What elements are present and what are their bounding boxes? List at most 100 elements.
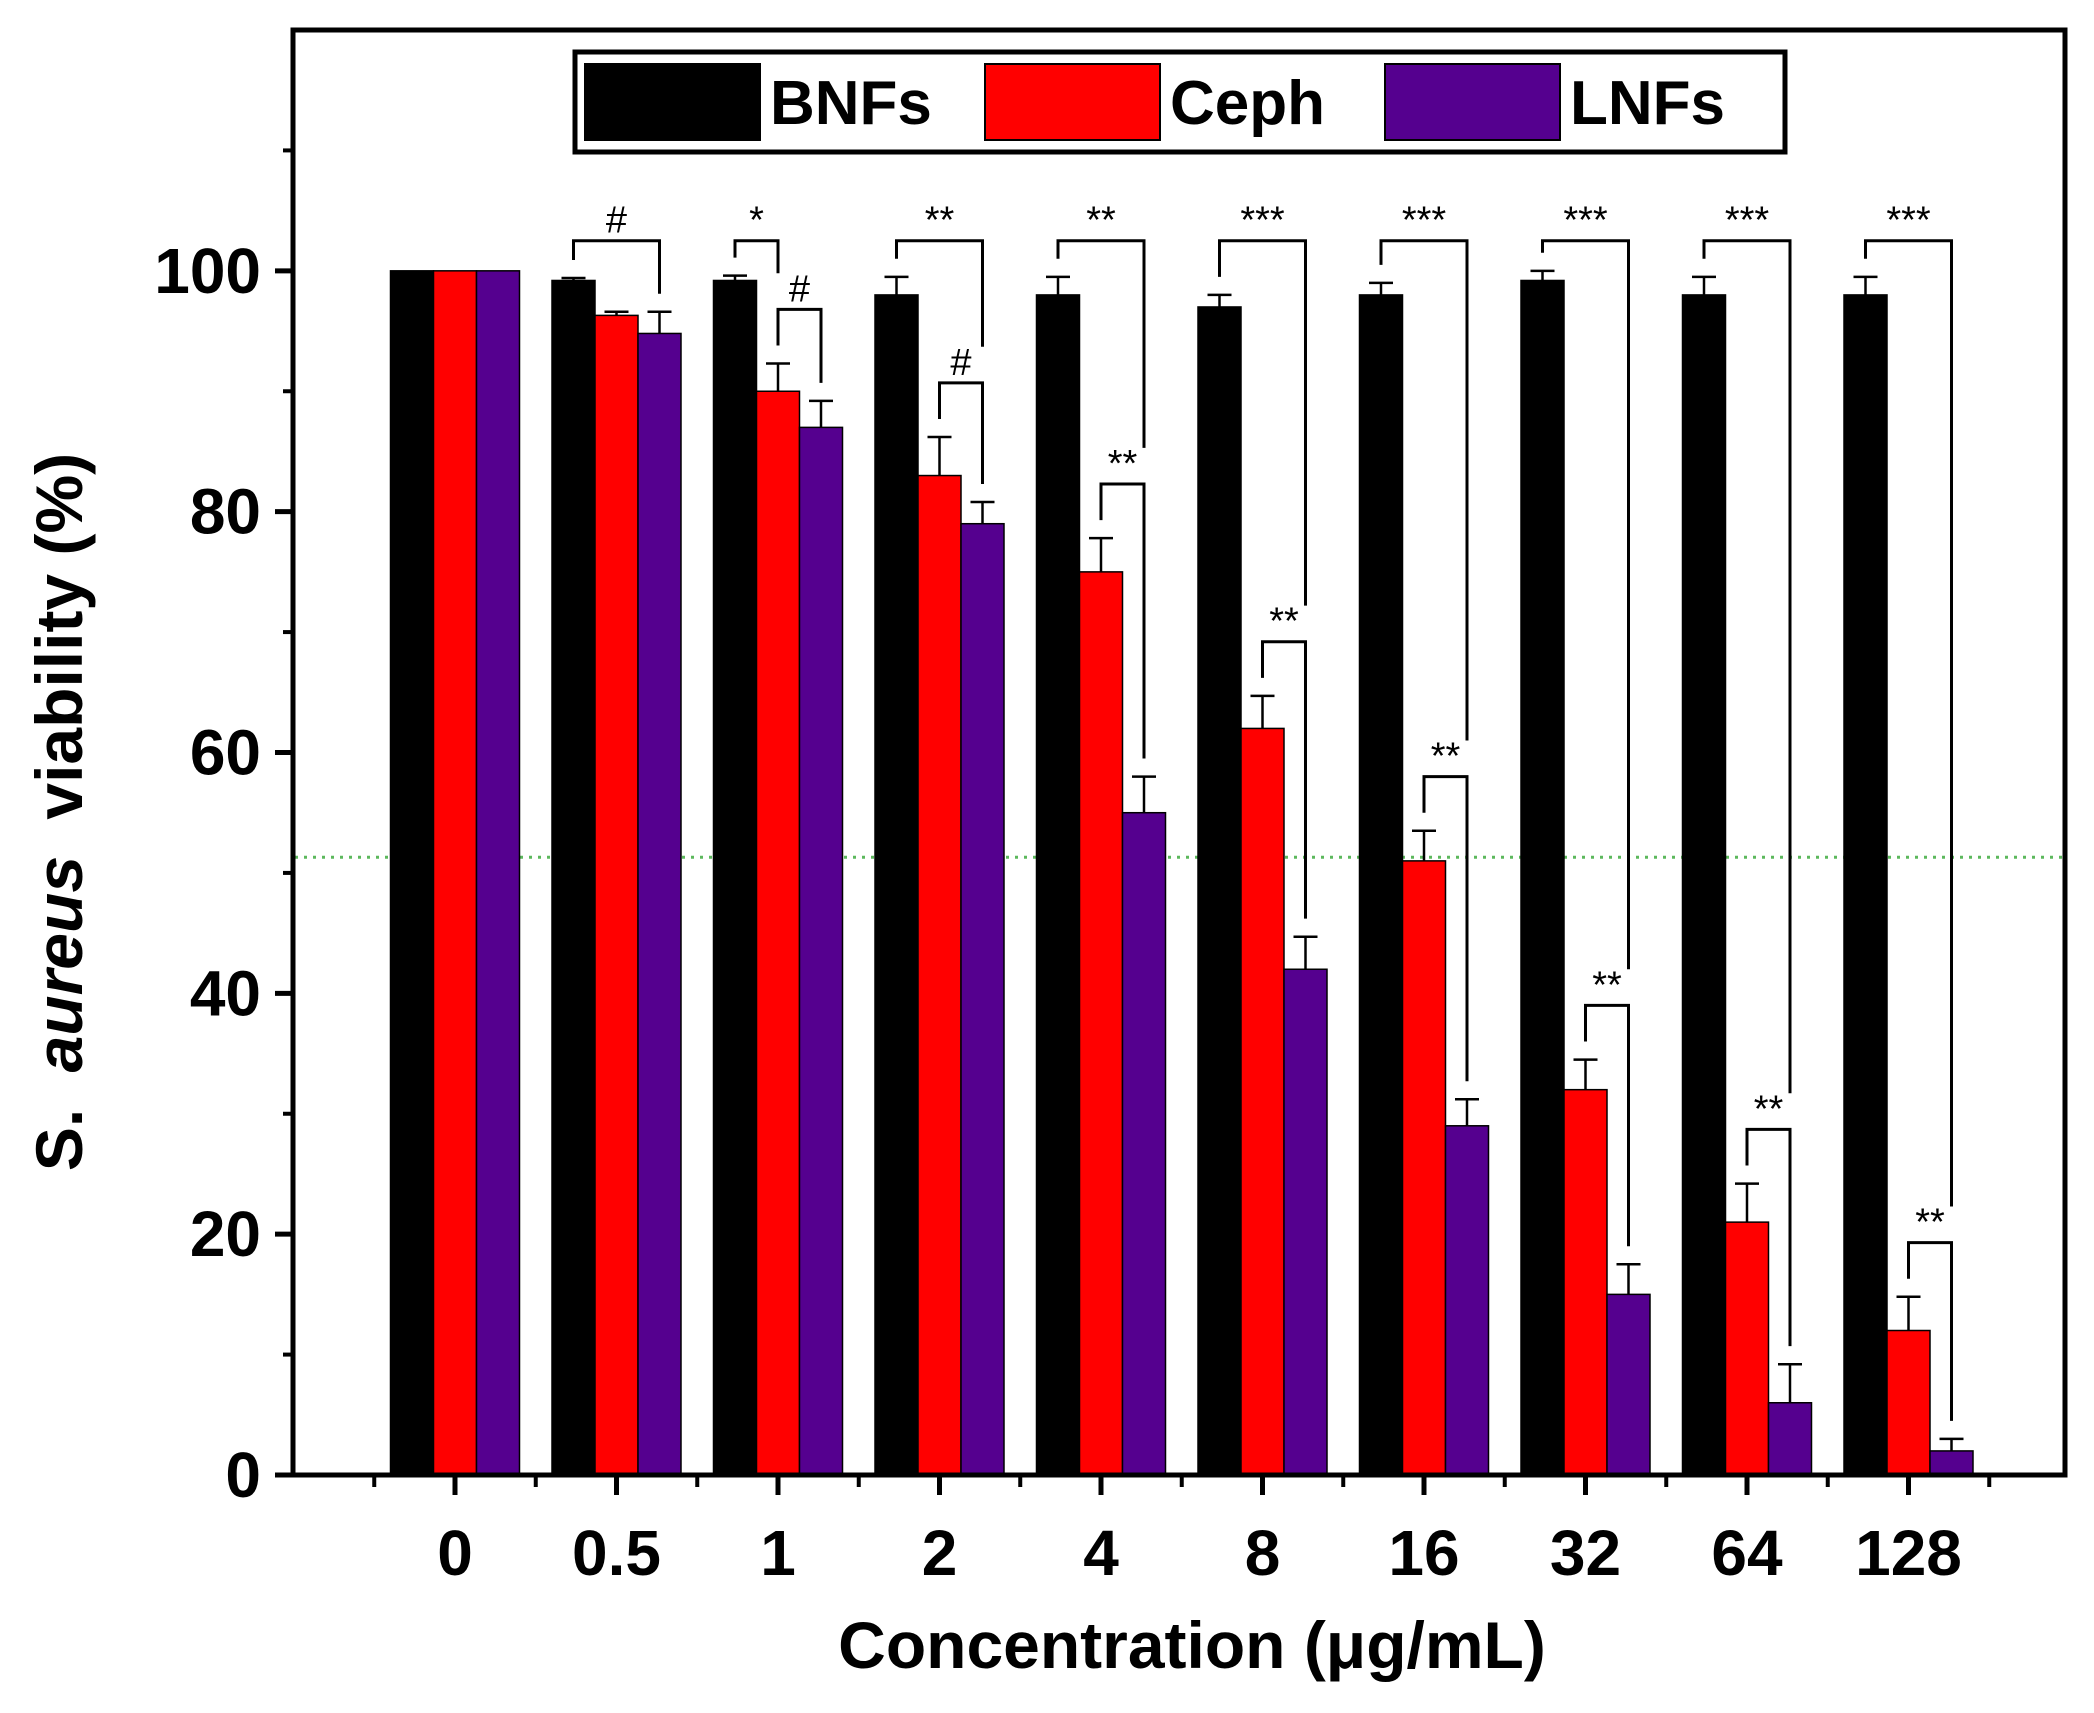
bar-BNFs-16 xyxy=(1358,294,1404,1476)
bar-Ceph-32 xyxy=(1563,1088,1608,1476)
bar-BNFs-2 xyxy=(874,294,919,1476)
significance-bracket-4-Ceph-LNFs: ** xyxy=(1099,443,1146,759)
significance-label: # xyxy=(950,342,971,384)
bar-Ceph-128 xyxy=(1886,1329,1931,1476)
axes-layer: 0 20 40 60 80 100 0 0.5 1 2 4 8 16 32 64 128 xyxy=(154,27,2068,1589)
significance-label: ** xyxy=(1754,1088,1784,1130)
significance-bracket-line xyxy=(572,239,661,294)
error-bar-LNFs-16 xyxy=(1455,1098,1479,1126)
error-bar-LNFs-2 xyxy=(970,500,995,524)
error-bar-LNFs-64 xyxy=(1778,1362,1802,1403)
x-tick-label-2: 2 xyxy=(922,1517,958,1589)
error-bar-Ceph-0.5 xyxy=(604,310,629,316)
legend-item-LNFs: LNFs xyxy=(1384,63,1725,141)
significance-bracket-line xyxy=(1864,239,1953,1207)
x-tick-label-128: 128 xyxy=(1855,1517,1962,1589)
x-tick-label-0: 0 xyxy=(437,1517,473,1589)
significance-label: *** xyxy=(1240,200,1285,242)
significance-label: ** xyxy=(1431,736,1461,778)
significance-bracket-line xyxy=(1056,239,1146,448)
bar-BNFs-0 xyxy=(389,270,435,1476)
y-axis-title-species: aureus xyxy=(22,856,96,1072)
bar-Ceph-0.5 xyxy=(594,314,639,1476)
error-bar-Ceph-1 xyxy=(766,362,790,392)
error-bar-BNFs-0.5 xyxy=(561,276,586,281)
bar-BNFs-32 xyxy=(1520,279,1565,1476)
error-bar-BNFs-32 xyxy=(1530,269,1555,281)
significance-bracket-128-Ceph-LNFs: ** xyxy=(1907,1202,1953,1421)
significance-label: ** xyxy=(1915,1202,1945,1244)
bar-Ceph-4 xyxy=(1078,571,1124,1476)
error-bar-BNFs-4 xyxy=(1046,275,1070,295)
x-axis-title: Concentration (μg/mL) xyxy=(838,1608,1546,1682)
bar-LNFs-64 xyxy=(1767,1402,1813,1476)
significance-label: ** xyxy=(1086,200,1116,242)
error-bar-Ceph-32 xyxy=(1573,1058,1598,1090)
significance-bracket-32-Ceph-LNFs: ** xyxy=(1584,964,1630,1247)
significance-bracket-128-BNFs-LNFs: *** xyxy=(1864,200,1953,1207)
significance-label: # xyxy=(606,200,627,242)
significance-bracket-1-Ceph-LNFs: # xyxy=(776,268,823,383)
bar-LNFs-8 xyxy=(1283,968,1328,1476)
significance-bracket-2-BNFs-LNFs: ** xyxy=(895,200,984,347)
bar-BNFs-128 xyxy=(1843,294,1888,1476)
significance-label: *** xyxy=(1402,200,1447,242)
error-bar-LNFs-32 xyxy=(1616,1263,1641,1295)
significance-bracket-line xyxy=(938,381,984,484)
bar-Ceph-16 xyxy=(1401,860,1447,1476)
legend-label-LNFs: LNFs xyxy=(1570,69,1725,138)
x-tick-label-1: 1 xyxy=(760,1517,796,1589)
error-bars-layer xyxy=(561,269,1964,1451)
x-tick-label-0.5: 0.5 xyxy=(572,1517,661,1589)
significance-bracket-line xyxy=(1422,775,1469,1082)
bar-LNFs-0 xyxy=(475,270,521,1476)
x-tick-label-8: 8 xyxy=(1245,1517,1281,1589)
significance-label: *** xyxy=(1563,200,1608,242)
error-bar-BNFs-1 xyxy=(723,274,747,281)
significance-label: ** xyxy=(925,200,955,242)
significance-bracket-line xyxy=(1261,640,1307,919)
bar-Ceph-2 xyxy=(917,474,962,1476)
bar-LNFs-2 xyxy=(960,522,1005,1476)
y-axis-title-prefix: S. xyxy=(22,1109,96,1171)
y-axis-title-suffix: viability (%) xyxy=(22,453,96,820)
legend-label-Ceph: Ceph xyxy=(1170,69,1325,138)
bar-LNFs-16 xyxy=(1444,1125,1490,1476)
bar-LNFs-4 xyxy=(1121,811,1167,1476)
bar-Ceph-8 xyxy=(1240,727,1285,1476)
error-bar-LNFs-0.5 xyxy=(647,310,672,334)
bar-Ceph-64 xyxy=(1724,1221,1770,1476)
error-bar-LNFs-128 xyxy=(1939,1437,1964,1451)
legend-item-BNFs: BNFs xyxy=(584,63,932,141)
significance-bracket-line xyxy=(1541,239,1630,970)
error-bar-Ceph-4 xyxy=(1089,536,1113,572)
bar-Ceph-0 xyxy=(432,270,478,1476)
significance-bracket-16-BNFs-LNFs: *** xyxy=(1379,200,1469,741)
legend: BNFs Ceph LNFs xyxy=(572,49,1788,155)
bar-BNFs-4 xyxy=(1035,294,1081,1476)
significance-bracket-line xyxy=(1099,482,1146,759)
significance-bracket-32-BNFs-LNFs: *** xyxy=(1541,200,1630,970)
error-bar-BNFs-8 xyxy=(1207,293,1232,307)
significance-bracket-64-Ceph-LNFs: ** xyxy=(1745,1088,1792,1347)
significance-label: * xyxy=(749,200,764,242)
y-tick-label-40: 40 xyxy=(190,957,261,1029)
error-bar-Ceph-16 xyxy=(1412,829,1436,861)
x-tick-label-64: 64 xyxy=(1711,1517,1783,1589)
significance-bracket-4-BNFs-LNFs: ** xyxy=(1056,200,1146,448)
y-tick-label-60: 60 xyxy=(190,717,261,789)
error-bar-BNFs-64 xyxy=(1692,275,1716,295)
x-tick-label-16: 16 xyxy=(1388,1517,1459,1589)
significance-bracket-line xyxy=(776,307,823,383)
significance-bracket-line xyxy=(1702,239,1792,1094)
error-bar-LNFs-8 xyxy=(1293,935,1318,970)
bar-LNFs-0.5 xyxy=(637,332,682,1476)
significance-bracket-line xyxy=(1745,1127,1792,1347)
error-bar-BNFs-16 xyxy=(1369,281,1393,295)
significance-bracket-2-Ceph-LNFs: # xyxy=(938,342,984,484)
x-tick-label-32: 32 xyxy=(1550,1517,1621,1589)
significance-bracket-8-BNFs-LNFs: *** xyxy=(1218,200,1307,606)
legend-frame xyxy=(572,49,1788,155)
significance-bracket-0.5-BNFs-LNFs: # xyxy=(572,200,661,294)
x-tick-label-4: 4 xyxy=(1083,1517,1119,1589)
